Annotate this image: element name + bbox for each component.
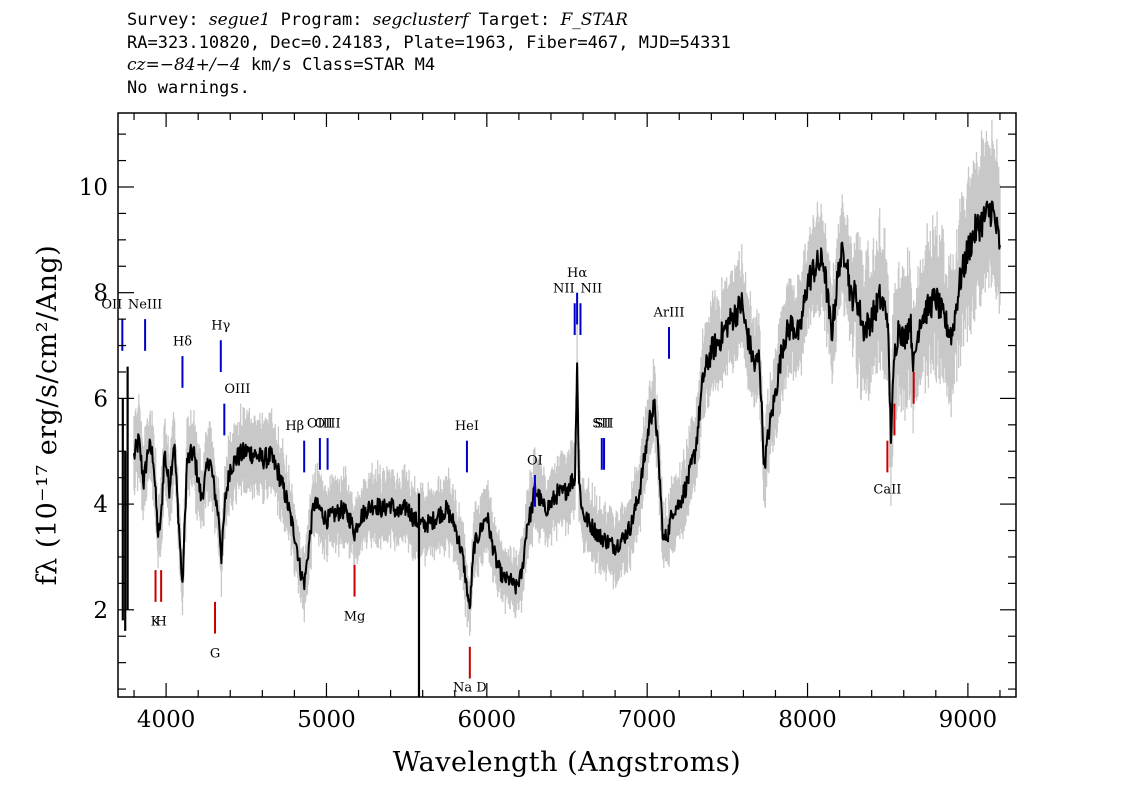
header-line-survey: Survey: segue1 Program: segclusterf Targ… <box>127 10 628 30</box>
emission-line-label-12: NII <box>580 282 602 297</box>
emission-line-label-9: OI <box>527 453 543 468</box>
x-tick-label: 7000 <box>618 707 677 733</box>
x-tick-label: 4000 <box>137 707 196 733</box>
emission-line-label-0: OII <box>101 298 122 313</box>
emission-line-label-7: OIII <box>315 416 341 431</box>
program-value: segclusterf <box>372 10 469 30</box>
series-layer <box>133 200 1001 610</box>
class-text: km/s Class=STAR M4 <box>240 55 436 75</box>
emission-line-label-15: ArIII <box>652 305 684 320</box>
y-tick-label: 8 <box>93 281 108 307</box>
x-tick-label: 6000 <box>458 707 517 733</box>
noise-band <box>133 120 1001 636</box>
cz-label: cz= <box>127 55 160 75</box>
emission-line-label-13: SII <box>592 416 611 431</box>
spectrum-header: Survey: segue1 Program: segclusterf Targ… <box>127 9 731 99</box>
survey-value: segue1 <box>208 10 271 30</box>
target-value: F_STAR <box>560 10 628 30</box>
x-tick-label: 9000 <box>939 707 998 733</box>
spectrum-series-line <box>133 200 1001 610</box>
emission-line-label-11: Hα <box>567 266 587 281</box>
emission-line-label-1: NeIII <box>128 298 162 313</box>
absorption-line-label-1: H <box>155 615 166 630</box>
header-line-redshift: cz=−84+/−4 km/s Class=STAR M4 <box>127 54 731 77</box>
x-tick-label: 8000 <box>778 707 837 733</box>
x-tick-label: 5000 <box>297 707 356 733</box>
y-tick-label: 10 <box>79 175 108 201</box>
emission-line-label-3: Hγ <box>211 319 230 334</box>
absorption-line-label-3: Mg <box>344 609 366 624</box>
noise-band-path <box>133 120 1001 636</box>
absorption-line-label-0: K <box>151 615 161 630</box>
y-axis-title: fλ (10⁻¹⁷ erg/s/cm²/Ang) <box>32 245 63 586</box>
emission-line-label-2: Hδ <box>173 335 192 350</box>
emission-line-label-10: NII <box>553 282 575 297</box>
absorption-line-label-4: Na D <box>453 681 487 696</box>
absorption-line-label-5: CaII <box>873 483 901 498</box>
emission-line-label-14: SII <box>594 416 613 431</box>
cz-value: −84+/−4 <box>159 55 241 75</box>
emission-line-label-4: OIII <box>224 382 250 397</box>
header-line-coordinates: RA=323.10820, Dec=0.24183, Plate=1963, F… <box>127 32 731 53</box>
x-axis-title: Wavelength (Angstroms) <box>393 747 741 778</box>
absorption-line-label-2: G <box>210 646 220 661</box>
emission-line-label-6: OIII <box>307 416 333 431</box>
emission-line-label-5: Hβ <box>285 419 304 434</box>
axes: 4000 5000 6000 7000 8000 9000 2 4 6 8 10 <box>79 112 1017 733</box>
y-tick-label: 2 <box>93 598 108 624</box>
y-tick-label: 6 <box>93 386 108 412</box>
emission-line-label-8: HeI <box>455 419 479 434</box>
y-tick-label: 4 <box>93 492 108 518</box>
plot-frame <box>117 112 1017 698</box>
header-line-warnings: No warnings. <box>127 77 250 98</box>
